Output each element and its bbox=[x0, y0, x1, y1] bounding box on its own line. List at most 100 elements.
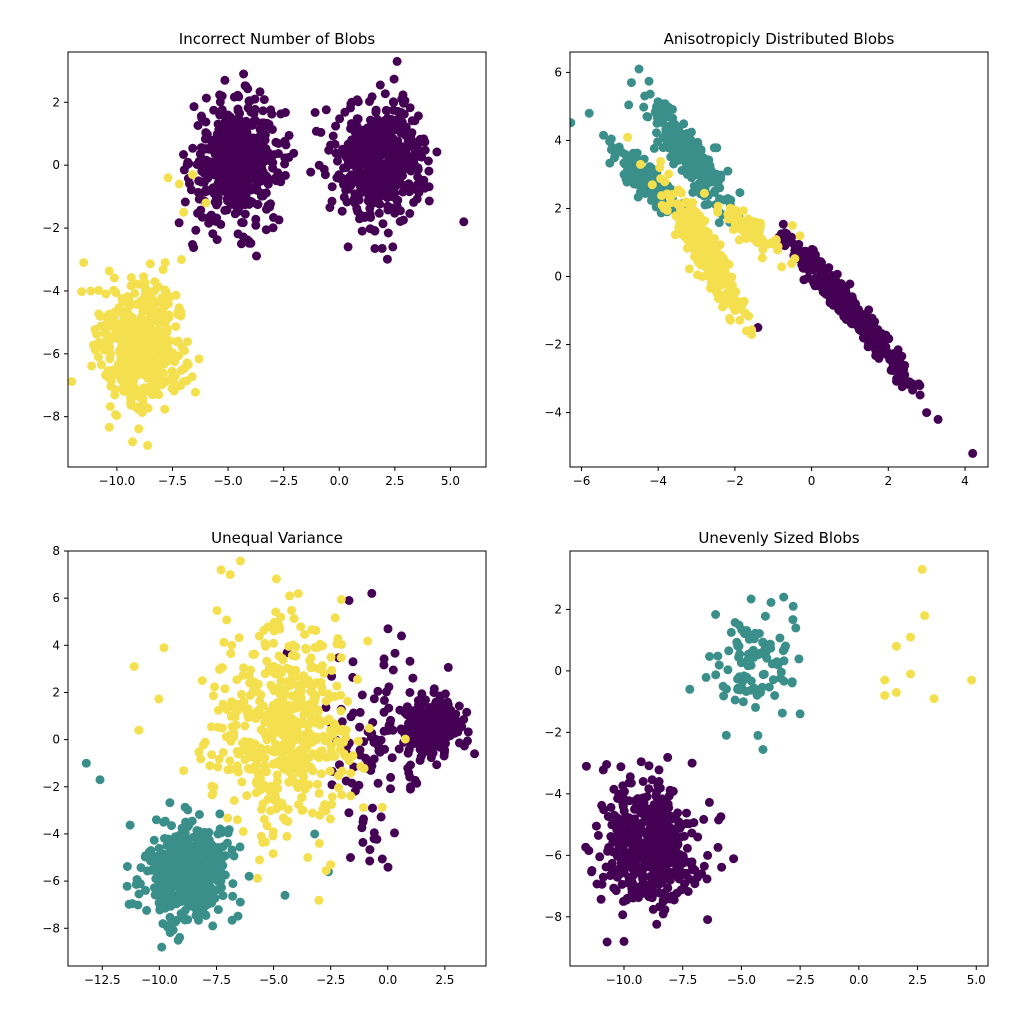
data-point bbox=[357, 179, 367, 189]
data-point bbox=[165, 928, 175, 938]
data-point bbox=[240, 721, 250, 731]
axes-frame bbox=[67, 51, 487, 468]
data-point bbox=[90, 345, 100, 355]
data-point bbox=[134, 349, 144, 359]
data-point bbox=[644, 784, 654, 794]
data-point bbox=[175, 932, 185, 942]
data-point bbox=[385, 719, 395, 728]
data-point bbox=[241, 143, 251, 153]
data-point bbox=[758, 745, 768, 754]
data-point bbox=[139, 303, 149, 313]
data-point bbox=[738, 697, 748, 707]
data-point bbox=[735, 188, 745, 198]
data-point bbox=[645, 89, 655, 99]
data-point bbox=[597, 879, 607, 889]
data-point bbox=[79, 258, 89, 268]
data-point bbox=[906, 669, 915, 679]
data-point bbox=[216, 876, 226, 886]
data-point bbox=[400, 153, 410, 163]
data-point bbox=[261, 188, 271, 198]
data-point bbox=[652, 872, 662, 882]
data-point bbox=[278, 801, 287, 811]
data-point bbox=[321, 702, 331, 712]
data-point bbox=[746, 594, 756, 604]
data-point bbox=[262, 172, 272, 182]
data-point bbox=[645, 804, 655, 814]
data-point bbox=[321, 105, 331, 115]
data-point bbox=[587, 867, 597, 877]
data-point bbox=[344, 808, 354, 818]
data-point bbox=[733, 213, 743, 223]
data-point bbox=[299, 710, 309, 720]
data-point bbox=[220, 851, 230, 861]
data-point bbox=[920, 611, 930, 621]
data-point bbox=[649, 863, 659, 873]
data-point bbox=[693, 227, 703, 237]
data-point bbox=[368, 803, 377, 813]
data-point bbox=[134, 725, 144, 735]
data-point bbox=[723, 214, 733, 224]
data-point bbox=[388, 725, 398, 735]
y-tick-label: −4 bbox=[42, 284, 60, 298]
data-point bbox=[697, 234, 707, 244]
data-point bbox=[121, 295, 131, 305]
data-point bbox=[185, 890, 195, 899]
data-point bbox=[734, 620, 744, 630]
x-tick-label: −10.0 bbox=[99, 474, 136, 488]
data-point bbox=[660, 177, 670, 187]
data-point bbox=[598, 872, 608, 882]
data-point bbox=[223, 196, 232, 206]
data-point bbox=[968, 448, 978, 458]
data-point bbox=[686, 127, 696, 137]
data-point bbox=[216, 883, 226, 893]
data-point bbox=[268, 667, 278, 677]
data-point bbox=[760, 611, 770, 621]
data-point bbox=[794, 654, 804, 664]
data-point bbox=[234, 161, 244, 171]
data-point bbox=[271, 739, 280, 749]
data-point bbox=[746, 660, 756, 670]
data-point bbox=[180, 346, 189, 356]
data-point bbox=[184, 159, 194, 169]
data-point bbox=[933, 414, 943, 424]
data-point bbox=[187, 898, 197, 908]
data-point bbox=[300, 630, 310, 639]
data-point bbox=[700, 216, 710, 226]
data-point bbox=[773, 245, 783, 255]
data-point bbox=[703, 245, 713, 255]
data-point bbox=[324, 733, 334, 743]
data-point bbox=[204, 858, 214, 868]
data-point bbox=[636, 808, 646, 818]
data-point bbox=[294, 687, 303, 697]
data-point bbox=[615, 830, 624, 840]
data-point bbox=[390, 828, 399, 838]
data-point bbox=[713, 207, 723, 217]
data-point bbox=[244, 96, 254, 106]
data-point bbox=[167, 883, 177, 892]
data-point bbox=[374, 208, 384, 218]
data-point bbox=[165, 798, 175, 808]
data-point bbox=[108, 331, 118, 341]
data-point bbox=[387, 753, 397, 763]
data-point bbox=[171, 322, 181, 332]
data-point bbox=[307, 764, 316, 774]
data-point bbox=[670, 230, 680, 240]
data-point bbox=[281, 757, 291, 767]
data-point bbox=[191, 225, 201, 235]
data-point bbox=[405, 656, 415, 666]
data-point bbox=[239, 663, 248, 673]
data-point bbox=[788, 601, 798, 611]
data-point bbox=[777, 262, 787, 272]
data-point bbox=[368, 198, 378, 208]
data-point bbox=[681, 148, 691, 158]
data-point bbox=[652, 919, 662, 929]
data-point bbox=[341, 185, 351, 195]
data-point bbox=[726, 627, 736, 637]
data-point bbox=[211, 145, 220, 155]
data-point bbox=[715, 194, 724, 204]
data-point bbox=[438, 715, 448, 725]
data-point bbox=[232, 762, 242, 772]
data-point bbox=[904, 380, 914, 389]
data-point bbox=[124, 321, 134, 331]
x-tick-label: −12.5 bbox=[84, 973, 121, 987]
